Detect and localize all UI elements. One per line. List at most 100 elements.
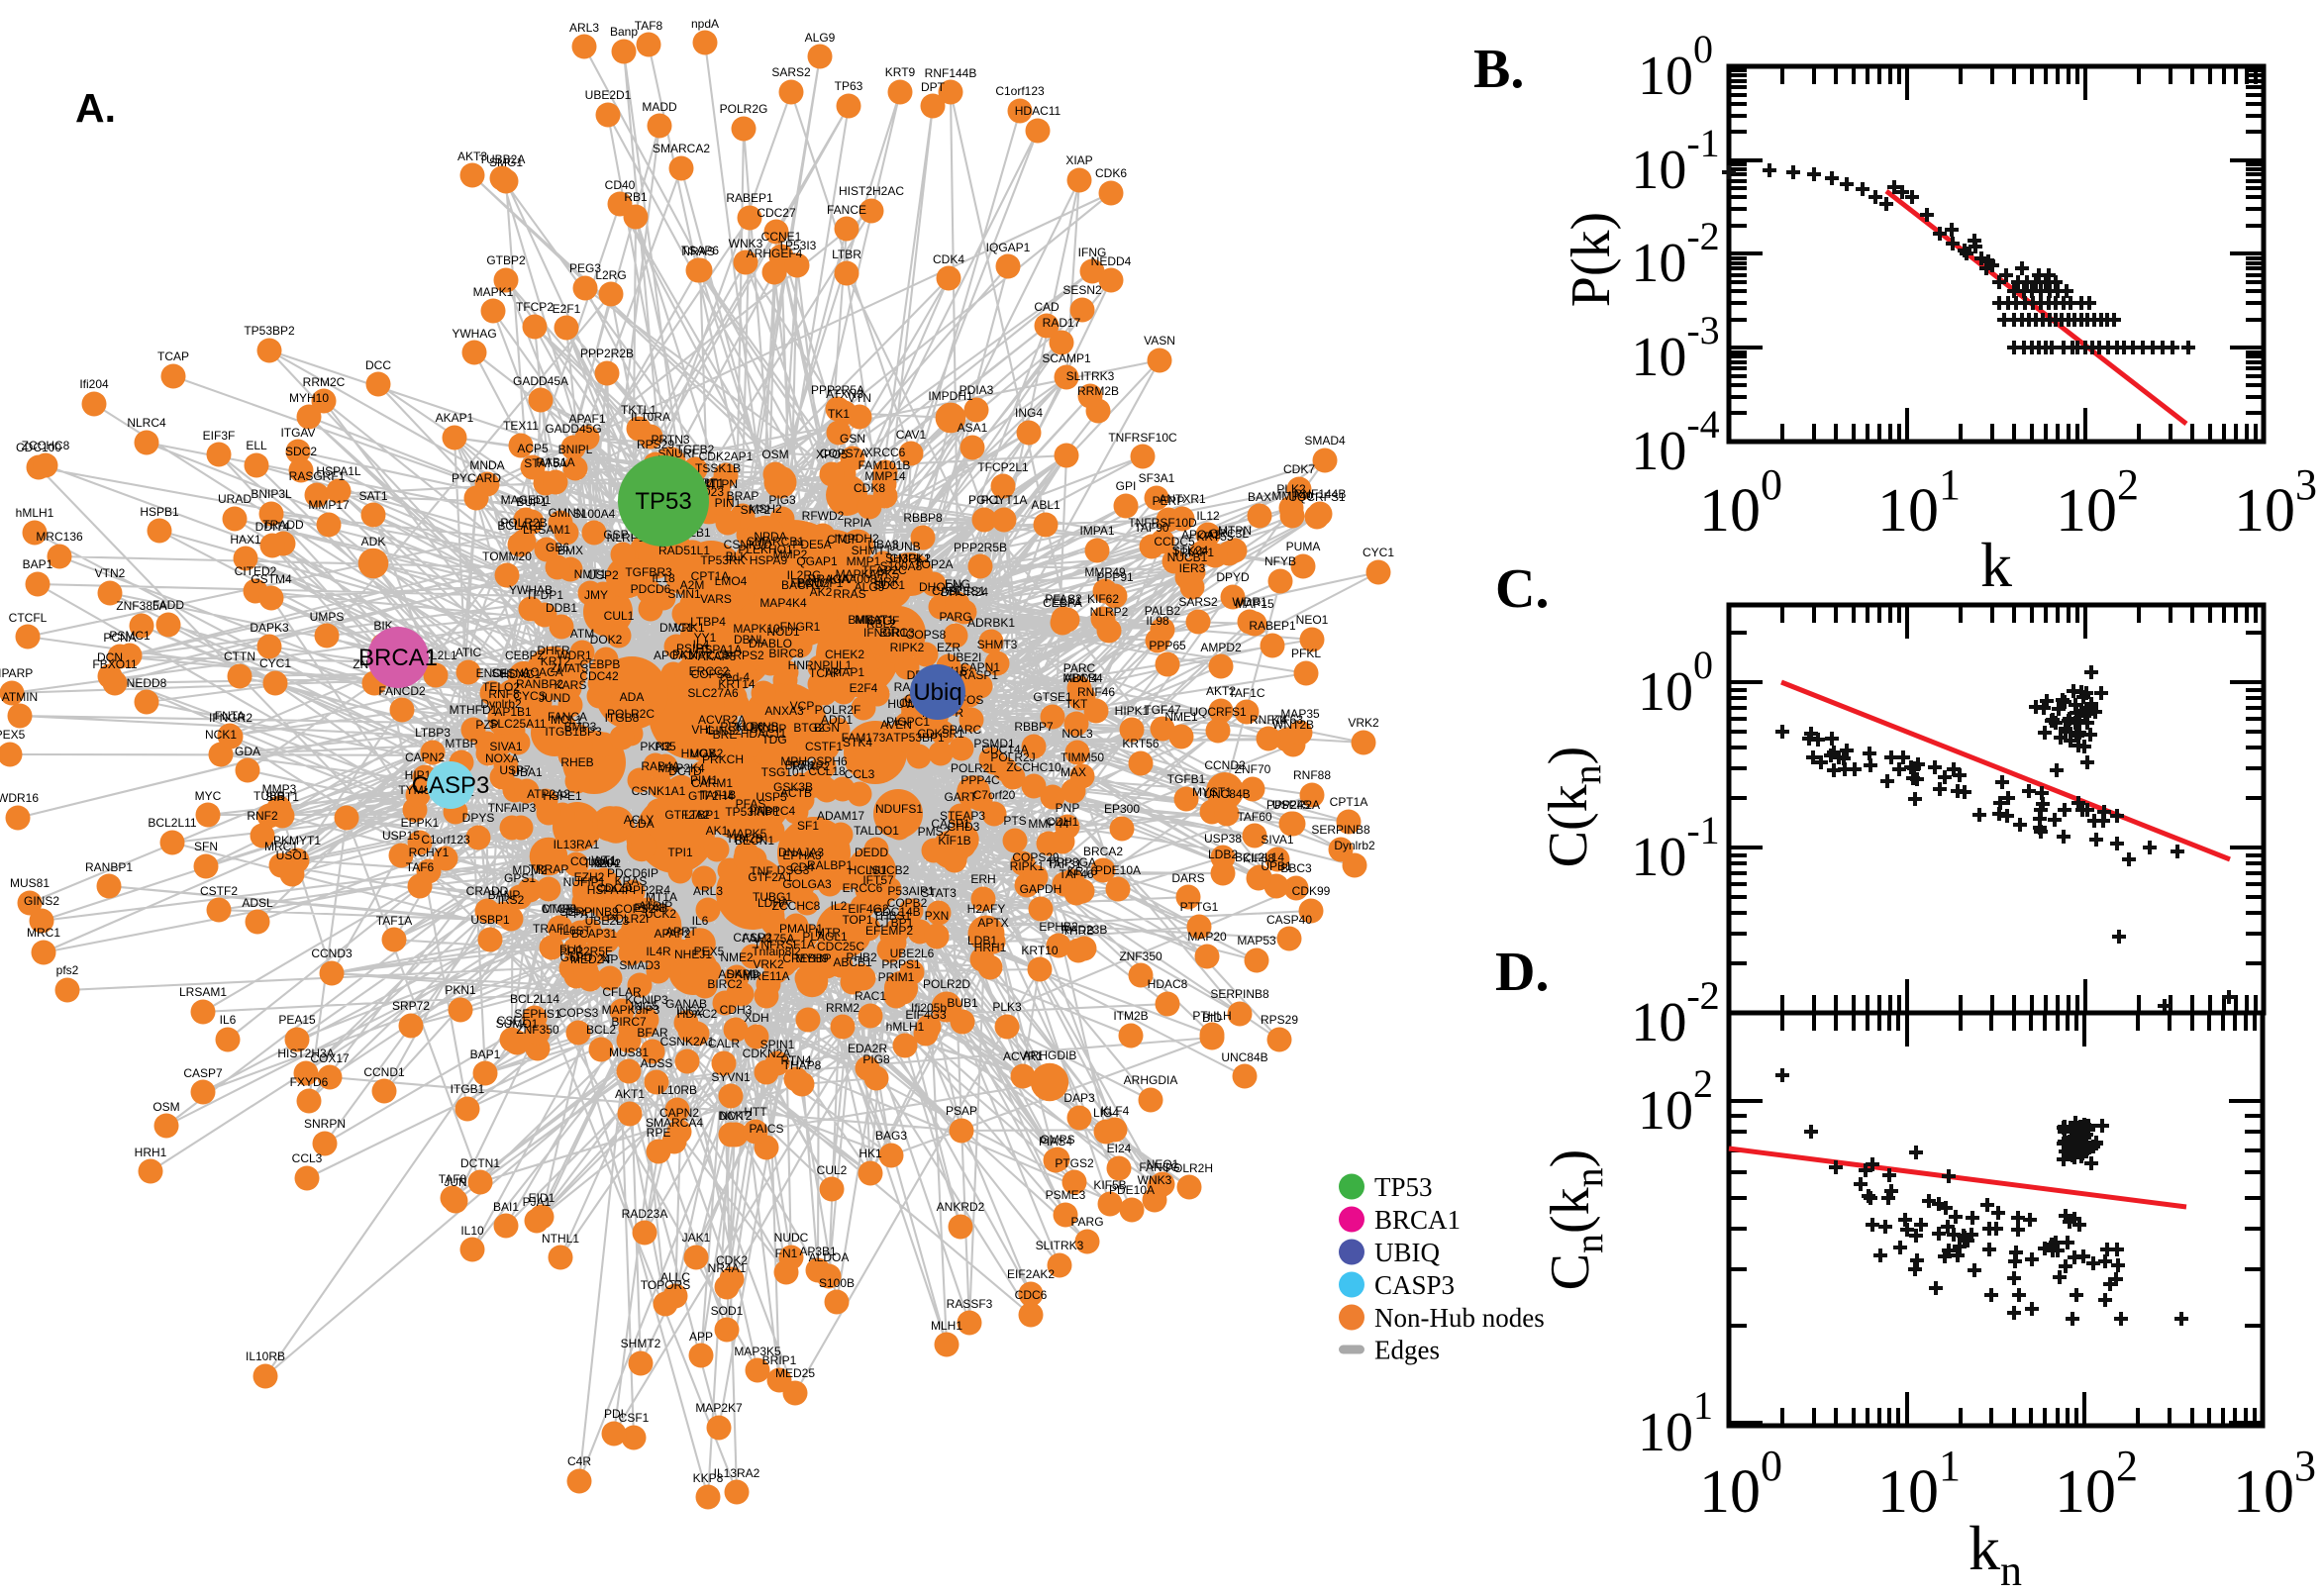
- svg-text:BMF: BMF: [848, 613, 872, 627]
- svg-text:LTBP1: LTBP1: [684, 808, 720, 822]
- svg-text:10-3: 10-3: [1631, 308, 1719, 388]
- svg-text:MAP35: MAP35: [1280, 707, 1320, 721]
- svg-text:ANXA3: ANXA3: [764, 704, 804, 718]
- svg-text:SNRPN: SNRPN: [304, 1117, 346, 1131]
- svg-text:TFCP2L1: TFCP2L1: [977, 460, 1029, 474]
- svg-text:FNTA: FNTA: [215, 709, 245, 723]
- svg-text:DHODH: DHODH: [919, 580, 962, 594]
- svg-text:POLR2D: POLR2D: [923, 977, 970, 991]
- svg-text:DEDD: DEDD: [855, 846, 888, 859]
- svg-text:ZMAT3: ZMAT3: [551, 661, 589, 675]
- svg-text:BAI1: BAI1: [493, 1200, 519, 1214]
- svg-text:MRC1: MRC1: [264, 840, 298, 853]
- svg-text:MMP1: MMP1: [847, 554, 881, 568]
- svg-text:Dynlrb2: Dynlrb2: [1334, 839, 1375, 852]
- svg-text:KLF4: KLF4: [1101, 1104, 1130, 1118]
- svg-text:RPS29: RPS29: [637, 438, 674, 451]
- svg-text:AKT2: AKT2: [1206, 684, 1236, 698]
- svg-text:101: 101: [1638, 1383, 1713, 1463]
- svg-text:PMS2: PMS2: [918, 825, 951, 839]
- svg-text:DNAJA3: DNAJA3: [778, 846, 824, 859]
- svg-text:ZCCHC10: ZCCHC10: [1006, 760, 1061, 774]
- svg-text:IL10RA: IL10RA: [631, 410, 670, 424]
- svg-text:MDM4: MDM4: [1062, 671, 1098, 685]
- svg-text:Ifi205b: Ifi205b: [911, 1001, 947, 1015]
- svg-text:ARHGDIB: ARHGDIB: [1023, 1048, 1077, 1062]
- svg-text:IMPDH1: IMPDH1: [928, 389, 973, 403]
- svg-text:ERH: ERH: [970, 872, 995, 886]
- svg-text:EFEMP2: EFEMP2: [865, 924, 913, 938]
- svg-text:C7orf20: C7orf20: [973, 788, 1016, 802]
- svg-text:PPA1: PPA1: [565, 907, 595, 921]
- svg-text:TNF: TNF: [750, 864, 772, 878]
- svg-text:ITM2B: ITM2B: [728, 832, 762, 846]
- svg-text:ALG9: ALG9: [855, 580, 885, 594]
- svg-text:PHB2: PHB2: [846, 950, 877, 964]
- svg-text:RAB4A: RAB4A: [641, 759, 679, 773]
- svg-text:KIF5B: KIF5B: [1093, 1178, 1126, 1192]
- svg-text:FN1: FN1: [775, 1247, 798, 1260]
- svg-text:STAT5A: STAT5A: [524, 456, 567, 470]
- svg-text:CARM1: CARM1: [691, 776, 733, 790]
- svg-text:SOD1: SOD1: [711, 1304, 744, 1318]
- svg-text:TPI1: TPI1: [667, 846, 693, 859]
- svg-text:PDE5A: PDE5A: [792, 538, 831, 551]
- svg-text:RAD23B: RAD23B: [1061, 923, 1108, 937]
- svg-text:TOPORS: TOPORS: [641, 1278, 690, 1292]
- svg-text:JMY: JMY: [584, 588, 608, 602]
- svg-text:VASN: VASN: [1144, 334, 1175, 348]
- svg-text:POLR2C: POLR2C: [607, 707, 655, 721]
- svg-text:CHD3: CHD3: [948, 820, 980, 834]
- svg-text:SFN: SFN: [194, 840, 218, 853]
- svg-text:ITGB8: ITGB8: [605, 711, 640, 725]
- svg-text:PPP65: PPP65: [1149, 639, 1186, 652]
- svg-text:AP1B1: AP1B1: [494, 705, 532, 719]
- svg-text:PERP: PERP: [1153, 494, 1185, 508]
- svg-text:P35: P35: [655, 740, 676, 753]
- svg-text:MNAT1: MNAT1: [855, 613, 894, 627]
- svg-text:MMP9: MMP9: [543, 902, 577, 916]
- svg-text:CYC1: CYC1: [1363, 546, 1394, 559]
- svg-text:FANCE: FANCE: [827, 203, 866, 217]
- svg-text:101: 101: [1877, 1442, 1961, 1526]
- svg-text:APRT: APRT: [665, 925, 697, 939]
- svg-text:PRPS1: PRPS1: [881, 957, 921, 971]
- svg-text:10-2: 10-2: [1631, 973, 1719, 1053]
- svg-text:LDHA: LDHA: [758, 896, 789, 910]
- svg-text:MLH1: MLH1: [931, 1319, 962, 1333]
- svg-text:SRP72: SRP72: [392, 999, 430, 1013]
- svg-text:STK24: STK24: [1172, 544, 1209, 557]
- svg-text:PPP91: PPP91: [1096, 570, 1134, 584]
- svg-text:GINS2: GINS2: [706, 724, 742, 738]
- svg-text:SF1: SF1: [797, 819, 819, 833]
- svg-text:MYST1: MYST1: [1192, 785, 1232, 799]
- svg-text:POLR2I: POLR2I: [607, 912, 650, 926]
- svg-text:PEX5: PEX5: [0, 728, 26, 742]
- svg-text:BMP3: BMP3: [564, 720, 597, 734]
- svg-text:BMX: BMX: [557, 544, 583, 557]
- svg-text:SIVA1: SIVA1: [489, 740, 522, 753]
- svg-text:XRCC5: XRCC5: [690, 648, 731, 662]
- svg-text:TRRAP: TRRAP: [529, 862, 569, 876]
- svg-text:SMG1: SMG1: [489, 155, 523, 169]
- svg-text:DHCR24: DHCR24: [941, 585, 988, 599]
- svg-text:TUBB2A: TUBB2A: [479, 152, 526, 166]
- svg-text:TP53BP1: TP53BP1: [893, 731, 945, 745]
- svg-text:ENO1: ENO1: [476, 666, 509, 680]
- svg-text:ALG9: ALG9: [805, 31, 836, 45]
- svg-text:BIRC3: BIRC3: [879, 626, 915, 640]
- svg-text:ANTXR1: ANTXR1: [1159, 492, 1206, 506]
- svg-text:SMARCA4: SMARCA4: [646, 1116, 703, 1130]
- svg-text:BRAP: BRAP: [727, 489, 759, 503]
- svg-text:TOP2A: TOP2A: [914, 557, 953, 571]
- svg-text:PDE10A: PDE10A: [1109, 1183, 1155, 1197]
- svg-text:ZNF350: ZNF350: [516, 1023, 559, 1037]
- svg-text:CDK6: CDK6: [1095, 166, 1127, 180]
- svg-text:NFYB: NFYB: [1264, 554, 1296, 568]
- svg-text:SMAD3: SMAD3: [619, 958, 660, 972]
- svg-text:ADRBK1: ADRBK1: [967, 616, 1015, 630]
- svg-text:IL4R: IL4R: [646, 945, 671, 958]
- svg-text:TAF90: TAF90: [1134, 521, 1168, 535]
- svg-text:CABLES1: CABLES1: [932, 584, 985, 598]
- svg-text:ABL1: ABL1: [1031, 498, 1060, 512]
